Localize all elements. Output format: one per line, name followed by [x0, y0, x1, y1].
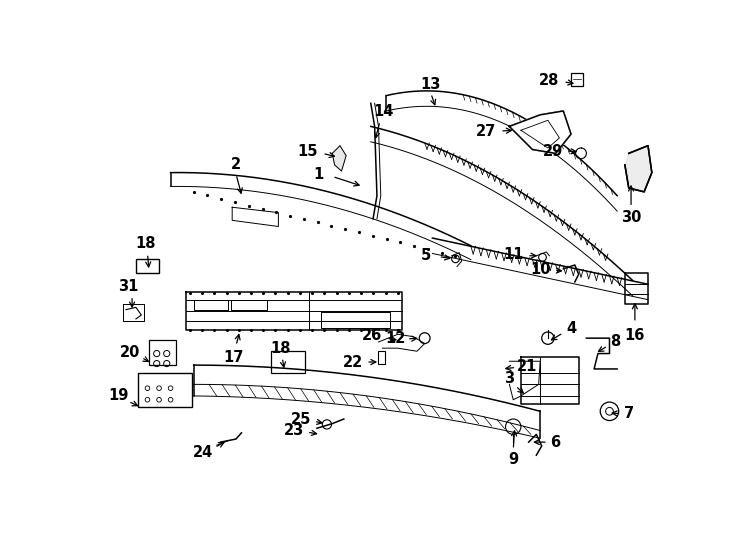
Text: 24: 24	[193, 444, 213, 460]
Text: 23: 23	[283, 423, 304, 438]
Text: 6: 6	[550, 435, 561, 450]
Text: 27: 27	[476, 124, 496, 139]
Text: 10: 10	[530, 262, 550, 277]
Polygon shape	[333, 146, 346, 171]
Text: 1: 1	[313, 167, 324, 181]
Text: 8: 8	[611, 334, 621, 349]
Text: 17: 17	[224, 350, 244, 365]
Bar	[571, 72, 583, 86]
Text: 13: 13	[421, 77, 441, 92]
Text: 18: 18	[136, 236, 156, 251]
Text: 31: 31	[118, 279, 139, 294]
Text: 20: 20	[120, 345, 141, 360]
Text: 26: 26	[362, 328, 382, 343]
Text: 28: 28	[539, 73, 559, 87]
Text: 4: 4	[567, 321, 577, 336]
Text: 25: 25	[291, 411, 312, 427]
Bar	[379, 351, 385, 363]
Text: 22: 22	[343, 355, 363, 369]
Polygon shape	[625, 146, 652, 192]
Text: 12: 12	[385, 332, 406, 347]
Text: 21: 21	[517, 359, 537, 374]
Text: 3: 3	[504, 370, 515, 386]
Text: 2: 2	[231, 157, 241, 172]
Text: 30: 30	[621, 210, 642, 225]
Text: 5: 5	[421, 248, 432, 264]
Text: 14: 14	[374, 104, 394, 118]
Bar	[138, 373, 192, 408]
Bar	[136, 259, 159, 273]
Text: 16: 16	[625, 328, 645, 343]
Polygon shape	[509, 111, 571, 153]
Bar	[149, 340, 176, 365]
Text: 7: 7	[624, 406, 633, 421]
Text: 11: 11	[503, 247, 523, 262]
Text: 15: 15	[297, 144, 318, 159]
Text: 9: 9	[508, 451, 518, 467]
Text: 29: 29	[542, 144, 563, 159]
Text: 19: 19	[108, 388, 128, 403]
Bar	[271, 351, 305, 373]
Text: 18: 18	[270, 341, 291, 356]
